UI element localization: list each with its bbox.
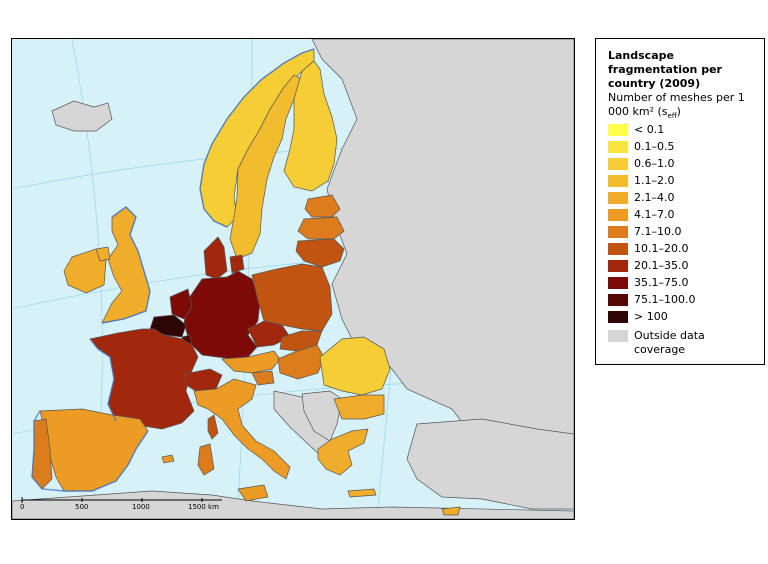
legend-swatch — [608, 209, 628, 221]
scale-bar: 0 500 1000 1500 km — [20, 497, 222, 511]
legend-subtitle: Number of meshes per 1 000 km² (seff) — [608, 91, 758, 123]
legend-item-label: 0.6–1.0 — [634, 157, 675, 170]
scale-tick-1500: 1500 km — [188, 503, 219, 511]
scale-tick-500: 500 — [75, 503, 88, 511]
map-frame: 0 500 1000 1500 km — [11, 38, 575, 520]
legend-swatch — [608, 175, 628, 187]
cyprus — [441, 506, 461, 516]
greece — [317, 428, 369, 476]
germany — [183, 270, 261, 360]
legend-item-label: 0.1–0.5 — [634, 140, 675, 153]
legend-swatch — [608, 243, 628, 255]
outside-coverage — [12, 39, 574, 519]
legend-swatch — [608, 277, 628, 289]
legend-swatch — [608, 192, 628, 204]
legend-swatch — [608, 226, 628, 238]
coast-outline — [31, 48, 315, 492]
lithuania — [295, 238, 345, 268]
scale-tick-1000: 1000 — [132, 503, 150, 511]
legend-swatch — [608, 124, 628, 136]
legend-item-label: 1.1–2.0 — [634, 174, 675, 187]
sardinia — [197, 443, 215, 476]
north-africa — [12, 490, 574, 519]
map-legend: Landscape fragmentation per country (200… — [595, 38, 765, 365]
finland — [283, 60, 338, 192]
europe-map: 0 500 1000 1500 km — [12, 39, 574, 519]
poland — [251, 263, 333, 332]
legend-item-label: 10.1–20.0 — [634, 242, 689, 255]
legend-item-label: 2.1–4.0 — [634, 191, 675, 204]
austria — [221, 350, 281, 374]
legend-item-label: 7.1–10.0 — [634, 225, 682, 238]
legend-item-label: > 100 — [634, 310, 668, 323]
legend-swatch — [608, 294, 628, 306]
denmark — [203, 236, 228, 280]
sicily — [237, 484, 269, 502]
legend-swatch — [608, 141, 628, 153]
netherlands — [169, 288, 193, 320]
latvia — [297, 216, 345, 240]
corsica — [207, 414, 219, 440]
bulgaria — [333, 394, 385, 420]
legend-item-label: 4.1–7.0 — [634, 208, 675, 221]
legend-subtitle-sub: eff — [667, 112, 677, 121]
crete — [347, 488, 377, 498]
iceland — [51, 100, 113, 132]
legend-item-label: 35.1–75.0 — [634, 276, 689, 289]
legend-swatch — [608, 311, 628, 323]
legend-swatch — [608, 260, 628, 272]
northern-ireland — [95, 246, 111, 262]
legend-swatch — [608, 158, 628, 170]
balkans-central — [301, 390, 343, 442]
slovenia — [251, 370, 275, 386]
legend-subtitle-main: Number of meshes per 1 000 km² (s — [608, 91, 745, 118]
legend-item-label: 75.1–100.0 — [634, 293, 696, 306]
countries — [31, 48, 461, 516]
italy — [193, 378, 291, 480]
legend-swatch — [608, 330, 628, 342]
sweden — [229, 74, 303, 260]
legend-title: Landscape fragmentation per country (200… — [608, 49, 722, 90]
legend-item-label: < 0.1 — [634, 123, 665, 136]
hungary — [277, 344, 325, 380]
legend-item-label: Outside data coverage — [634, 329, 705, 356]
scale-tick-0: 0 — [20, 503, 24, 511]
romania — [319, 336, 391, 396]
legend-item-label: 20.1–35.0 — [634, 259, 689, 272]
balearic-islands — [161, 454, 175, 464]
denmark-islands — [229, 254, 245, 274]
legend-subtitle-end: ) — [676, 105, 681, 118]
turkey — [406, 418, 574, 510]
spain — [39, 408, 149, 492]
